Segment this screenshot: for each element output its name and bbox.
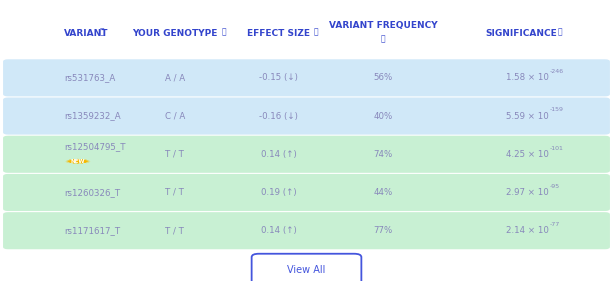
Text: EFFECT SIZE: EFFECT SIZE (248, 28, 310, 38)
Text: 77%: 77% (373, 226, 393, 235)
Text: 44%: 44% (373, 188, 393, 197)
Text: YOUR GENOTYPE: YOUR GENOTYPE (132, 28, 218, 38)
Text: 0.19 (↑): 0.19 (↑) (261, 188, 297, 197)
Text: 74%: 74% (373, 150, 393, 159)
FancyBboxPatch shape (3, 212, 610, 249)
Text: rs12504795_T: rs12504795_T (64, 142, 126, 151)
Text: 2.14 × 10: 2.14 × 10 (506, 226, 549, 235)
Text: 56%: 56% (373, 73, 393, 82)
Text: -0.16 (↓): -0.16 (↓) (259, 112, 299, 121)
Text: View All: View All (287, 265, 326, 275)
FancyBboxPatch shape (3, 174, 610, 211)
Text: A / A: A / A (165, 73, 185, 82)
Text: NEW: NEW (70, 159, 85, 164)
Text: T / T: T / T (166, 188, 184, 197)
Text: VARIANT FREQUENCY: VARIANT FREQUENCY (329, 21, 438, 31)
Text: rs1359232_A: rs1359232_A (64, 112, 121, 121)
Text: ⓘ: ⓘ (99, 27, 104, 36)
Text: 40%: 40% (373, 112, 393, 121)
Text: VARIANT: VARIANT (64, 28, 109, 38)
FancyBboxPatch shape (3, 59, 610, 96)
Text: 0.14 (↑): 0.14 (↑) (261, 226, 297, 235)
Text: ⓘ: ⓘ (558, 27, 563, 36)
Text: rs1171617_T: rs1171617_T (64, 226, 121, 235)
Text: rs531763_A: rs531763_A (64, 73, 116, 82)
FancyBboxPatch shape (3, 98, 610, 135)
Text: SIGNIFICANCE: SIGNIFICANCE (485, 28, 557, 38)
Text: -95: -95 (550, 184, 560, 189)
Text: ⓘ: ⓘ (381, 35, 386, 44)
FancyBboxPatch shape (3, 136, 610, 173)
Text: -0.15 (↓): -0.15 (↓) (259, 73, 299, 82)
Text: 0.14 (↑): 0.14 (↑) (261, 150, 297, 159)
Text: 2.97 × 10: 2.97 × 10 (506, 188, 549, 197)
Text: ⓘ: ⓘ (314, 27, 319, 36)
Text: -77: -77 (550, 222, 560, 227)
Text: 5.59 × 10: 5.59 × 10 (506, 112, 549, 121)
Text: -159: -159 (550, 107, 564, 112)
FancyBboxPatch shape (251, 254, 361, 281)
Text: T / T: T / T (166, 150, 184, 159)
Text: -101: -101 (550, 146, 564, 151)
Text: rs1260326_T: rs1260326_T (64, 188, 121, 197)
Text: T / T: T / T (166, 226, 184, 235)
Text: 1.58 × 10: 1.58 × 10 (506, 73, 549, 82)
Text: -246: -246 (550, 69, 564, 74)
Text: ⓘ: ⓘ (221, 27, 226, 36)
Text: C / A: C / A (164, 112, 185, 121)
Text: 4.25 × 10: 4.25 × 10 (506, 150, 549, 159)
Polygon shape (65, 159, 91, 164)
